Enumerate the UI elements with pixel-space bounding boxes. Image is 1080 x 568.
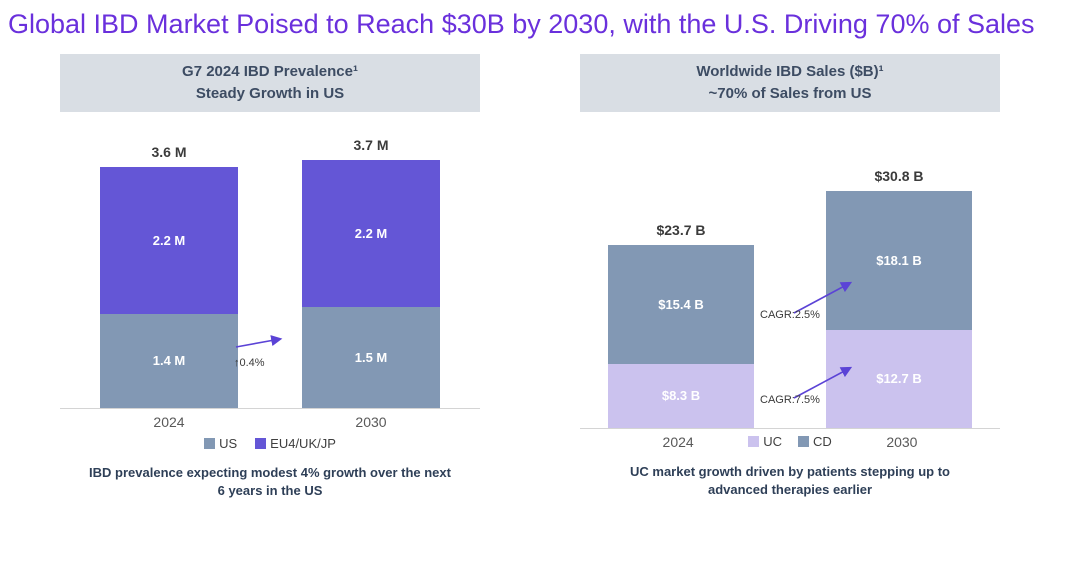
prevalence-header-line1: G7 2024 IBD Prevalence¹ bbox=[182, 63, 358, 80]
sales-chart-header: Worldwide IBD Sales ($B)¹ ~70% of Sales … bbox=[580, 53, 1000, 112]
bar-segment-label: 2.2 M bbox=[152, 232, 186, 248]
page-title: Global IBD Market Poised to Reach $30B b… bbox=[8, 9, 1035, 39]
sales-header-line2: ~70% of Sales from US bbox=[708, 84, 872, 102]
growth-annotation-label: ↑0.4% bbox=[234, 356, 265, 369]
prevalence-chart-header: G7 2024 IBD Prevalence¹ Steady Growth in… bbox=[60, 53, 480, 112]
x-label-2024: 2024 bbox=[662, 433, 694, 450]
bar-total-label: 3.7 M bbox=[353, 136, 389, 153]
bar-segment-label: 2.2 M bbox=[354, 225, 388, 241]
bar-segment-cd: $15.4 B bbox=[608, 244, 754, 364]
prevalence-chart-panel: G7 2024 IBD Prevalence¹ Steady Growth in… bbox=[60, 53, 480, 500]
bar-segment-label: $12.7 B bbox=[876, 371, 922, 387]
cagr-cd-annotation: CAGR:2.5% bbox=[760, 277, 864, 321]
bar-segment-label: $8.3 B bbox=[661, 388, 701, 404]
sales-chart-panel: Worldwide IBD Sales ($B)¹ ~70% of Sales … bbox=[580, 53, 1000, 500]
growth-arrow-icon bbox=[235, 334, 283, 348]
legend-swatch-uc bbox=[748, 436, 760, 448]
stacked-bar: $12.7 B $18.1 B bbox=[826, 190, 972, 428]
charts-row: G7 2024 IBD Prevalence¹ Steady Growth in… bbox=[60, 53, 1080, 500]
bar-segment-label: $18.1 B bbox=[876, 252, 922, 268]
bar-segment-label: 1.5 M bbox=[354, 349, 388, 365]
legend-item-us: US bbox=[204, 436, 237, 451]
x-label-2030: 2030 bbox=[886, 433, 918, 450]
legend-item-cd: CD bbox=[798, 434, 832, 449]
sales-header-line1: Worldwide IBD Sales ($B)¹ bbox=[696, 63, 884, 80]
sales-x-axis: 2024 UC CD 2030 bbox=[580, 434, 1000, 450]
cagr-uc-annotation: CAGR:7.5% bbox=[760, 362, 864, 406]
x-label-2024: 2024 bbox=[153, 413, 185, 430]
prevalence-bars-group: 3.6 M 1.4 M 2.2 M 3.7 M 1.5 M 2.2 M bbox=[60, 112, 480, 408]
prevalence-plot-area: 3.6 M 1.4 M 2.2 M 3.7 M 1.5 M 2.2 M ↑0.4% bbox=[60, 112, 480, 409]
legend-label-us: US bbox=[219, 435, 238, 451]
legend-item-eu4ukjp: EU4/UK/JP bbox=[255, 436, 336, 451]
legend-label-cd: CD bbox=[813, 434, 832, 450]
legend-swatch-eu4ukjp bbox=[255, 437, 267, 449]
bar-segment-label: 1.4 M bbox=[152, 353, 186, 369]
bar-total-label: $30.8 B bbox=[874, 167, 924, 184]
cagr-uc-arrow-icon bbox=[793, 366, 853, 399]
x-label-2030: 2030 bbox=[355, 413, 387, 430]
bar-segment-uc: $8.3 B bbox=[608, 363, 754, 428]
growth-annotation: ↑0.4% bbox=[234, 334, 290, 369]
sales-legend: UC CD bbox=[748, 434, 832, 449]
bar-column-2024: $23.7 B $8.3 B $15.4 B bbox=[608, 222, 754, 428]
prevalence-legend: US EU4/UK/JP bbox=[60, 436, 480, 451]
legend-item-uc: UC bbox=[748, 434, 782, 449]
sales-caption: UC market growth driven by patients step… bbox=[630, 463, 950, 497]
legend-label-eu4ukjp: EU4/UK/JP bbox=[270, 435, 336, 451]
legend-swatch-cd bbox=[798, 436, 809, 448]
bar-segment-us: 1.5 M bbox=[302, 306, 440, 408]
bar-column-2024: 3.6 M 1.4 M 2.2 M bbox=[100, 144, 238, 408]
prevalence-header-line2: Steady Growth in US bbox=[195, 84, 345, 102]
bar-segment-uc: $12.7 B bbox=[826, 329, 972, 428]
bar-segment-label: $15.4 B bbox=[658, 296, 704, 312]
slide: Global IBD Market Poised to Reach $30B b… bbox=[8, 9, 1080, 500]
cagr-cd-label: CAGR:2.5% bbox=[760, 308, 820, 321]
bar-total-label: $23.7 B bbox=[656, 221, 706, 238]
prevalence-x-axis: 2024 2030 bbox=[60, 414, 480, 430]
bar-segment-us: 1.4 M bbox=[100, 313, 238, 408]
bar-column-2030: $30.8 B $12.7 B $18.1 B bbox=[826, 168, 972, 428]
bar-segment-eu4-uk-jp: 2.2 M bbox=[302, 159, 440, 307]
prevalence-caption: IBD prevalence expecting modest 4% growt… bbox=[89, 464, 451, 498]
cagr-uc-label: CAGR:7.5% bbox=[760, 393, 820, 406]
sales-plot-area: $23.7 B $8.3 B $15.4 B $30.8 B $12.7 B $18.1 … bbox=[580, 112, 1000, 429]
stacked-bar: 1.4 M 2.2 M bbox=[100, 166, 238, 408]
cagr-cd-arrow-icon bbox=[793, 281, 853, 314]
bar-total-label: 3.6 M bbox=[151, 143, 187, 160]
stacked-bar: 1.5 M 2.2 M bbox=[302, 159, 440, 408]
stacked-bar: $8.3 B $15.4 B bbox=[608, 244, 754, 428]
bar-column-2030: 3.7 M 1.5 M 2.2 M bbox=[302, 137, 440, 408]
bar-segment-eu4-uk-jp: 2.2 M bbox=[100, 166, 238, 314]
sales-bars-group: $23.7 B $8.3 B $15.4 B $30.8 B $12.7 B $18.1 … bbox=[580, 112, 1000, 428]
legend-label-uc: UC bbox=[763, 434, 782, 450]
legend-swatch-us bbox=[204, 437, 216, 449]
bar-segment-cd: $18.1 B bbox=[826, 190, 972, 330]
